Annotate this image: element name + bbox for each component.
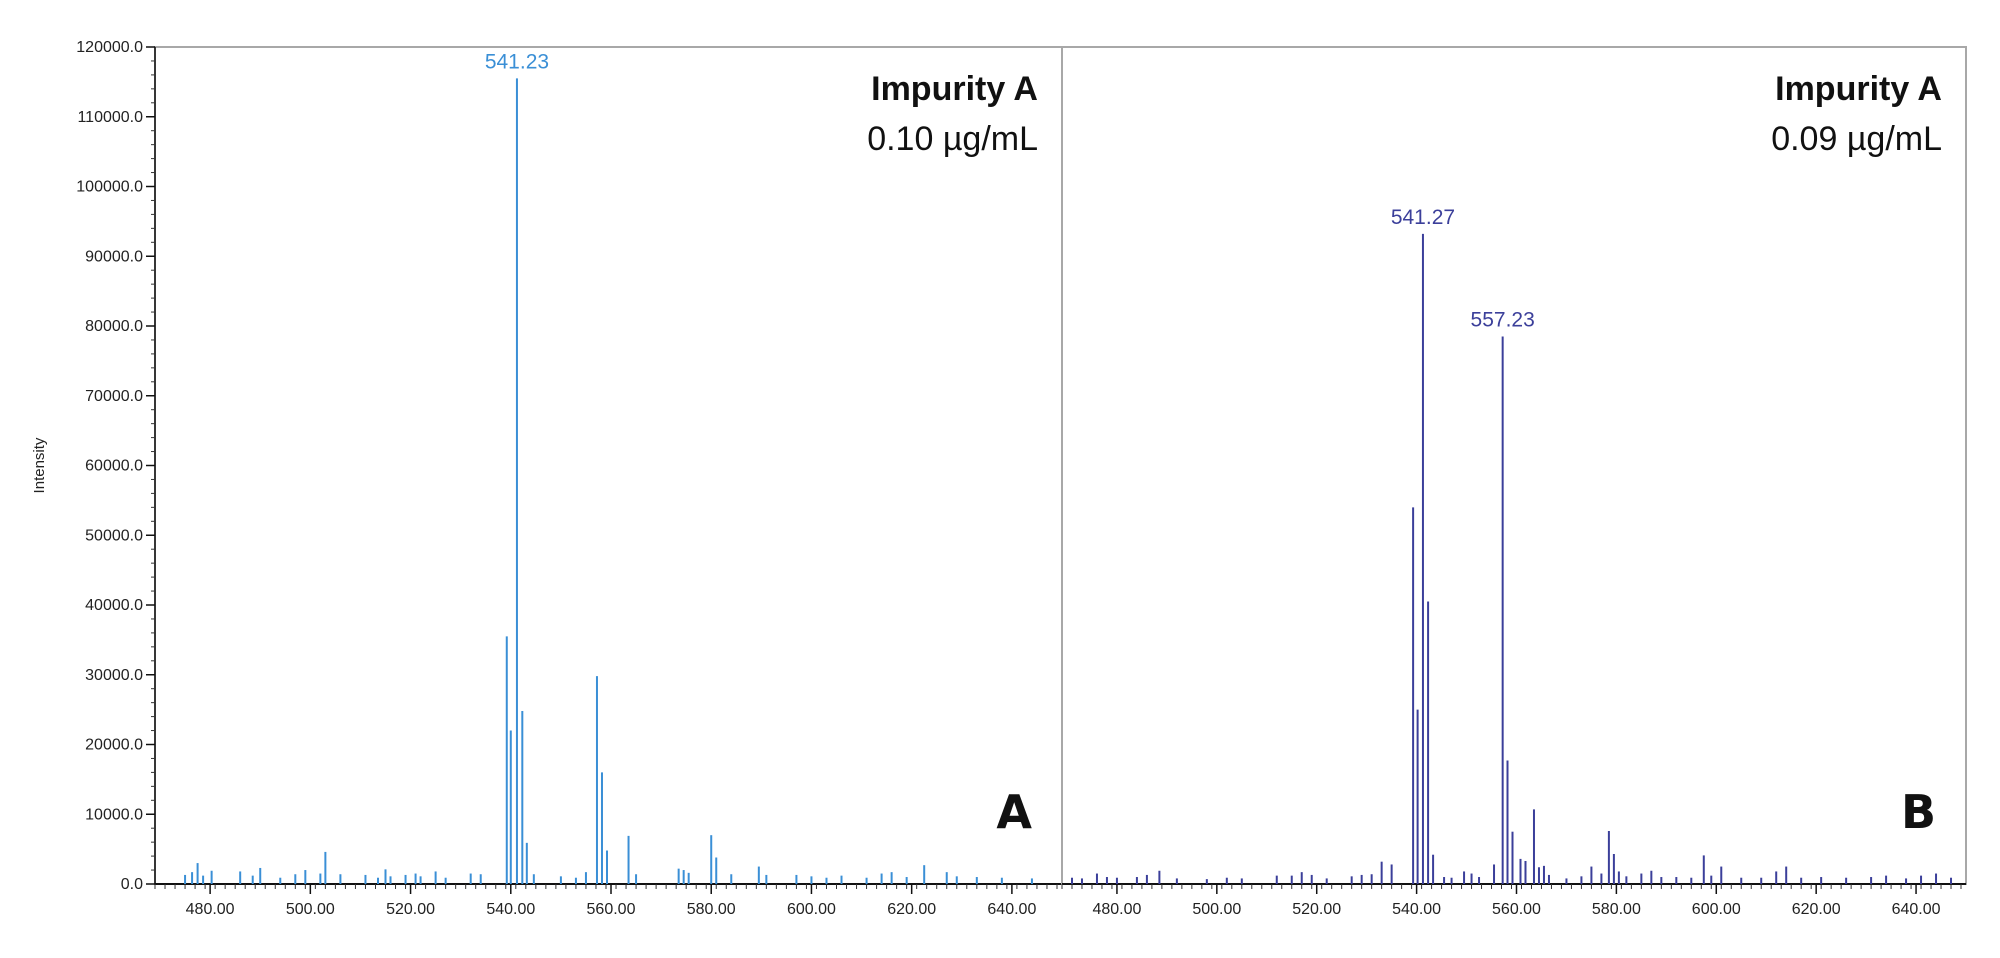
y-tick-label: 60000.0: [85, 458, 143, 475]
x-tick-label: 480.00: [1092, 901, 1141, 918]
x-tick-label: 480.00: [186, 901, 235, 918]
panel-b: 480.00 500.00 520.00 540.00 560.00 580.00 600.…: [1061, 46, 1967, 918]
panel-a-letter: A: [996, 785, 1032, 839]
x-tick-label: 560.00: [1492, 901, 1541, 918]
x-tick-label: 520.00: [386, 901, 435, 918]
x-tick-label: 620.00: [887, 901, 936, 918]
x-tick-label: 580.00: [687, 901, 736, 918]
y-tick-label: 80000.0: [85, 318, 143, 335]
y-tick-label: 120000.0: [76, 39, 143, 56]
panel-b-title: Impurity A: [1775, 70, 1942, 108]
y-tick-label: 10000.0: [85, 806, 143, 823]
x-tick-label: 620.00: [1792, 901, 1841, 918]
y-tick-label: 70000.0: [85, 388, 143, 405]
panel-b-letter: B: [1901, 785, 1936, 839]
y-tick-label: 100000.0: [76, 179, 143, 196]
y-tick-label: 50000.0: [85, 527, 143, 544]
peak-label: 541.27: [1391, 206, 1455, 229]
y-tick-label: 110000.0: [77, 109, 143, 126]
panel-a-subtitle: 0.10 µg/mL: [867, 120, 1038, 158]
x-tick-label: 560.00: [587, 901, 636, 918]
peak-label: 557.23: [1471, 308, 1535, 331]
x-tick-label: 540.00: [1392, 901, 1441, 918]
panel-a: 480.00 500.00 520.00 540.00 560.00 580.00 600.…: [31, 39, 1063, 918]
x-tick-label: 580.00: [1592, 901, 1641, 918]
y-axis-label: Intensity: [31, 437, 48, 493]
x-tick-label: 500.00: [1192, 901, 1241, 918]
panel-b-subtitle: 0.09 µg/mL: [1771, 120, 1942, 158]
y-tick-label: 20000.0: [85, 737, 143, 754]
y-tick-label: 0.0: [121, 876, 143, 893]
x-tick-label: 640.00: [987, 901, 1036, 918]
x-tick-label: 600.00: [1692, 901, 1741, 918]
y-tick-label: 40000.0: [85, 597, 143, 614]
panel-a-frame: [154, 46, 1063, 885]
x-tick-label: 600.00: [787, 901, 836, 918]
x-tick-label: 540.00: [486, 901, 535, 918]
y-tick-label: 90000.0: [85, 248, 143, 265]
panel-b-frame: [1061, 46, 1967, 885]
peak-label: 541.23: [485, 50, 549, 73]
x-tick-label: 520.00: [1292, 901, 1341, 918]
y-tick-label: 30000.0: [85, 667, 143, 684]
x-tick-label: 640.00: [1892, 901, 1941, 918]
x-tick-label: 500.00: [286, 901, 335, 918]
panel-a-title: Impurity A: [871, 70, 1038, 108]
